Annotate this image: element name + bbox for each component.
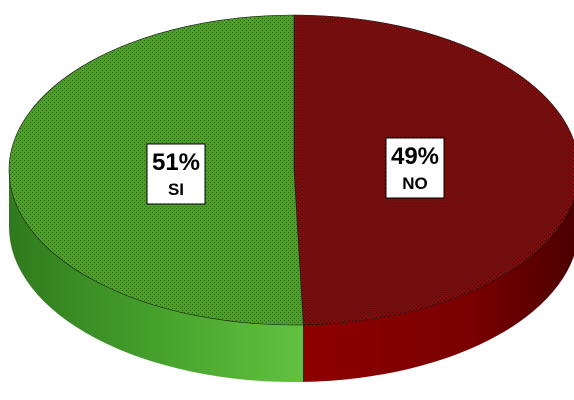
pie-tops	[8, 14, 574, 326]
data-label-no: 49% NO	[385, 137, 445, 199]
pie-side-no	[303, 198, 574, 382]
data-label-no-name: NO	[402, 174, 428, 193]
data-label-si: 51% SI	[146, 143, 206, 205]
pie-sides	[9, 170, 574, 382]
pie-side-si	[9, 170, 304, 382]
pie-data-labels: 51% SI 49% NO	[146, 137, 445, 205]
data-label-si-percent: 51%	[152, 149, 200, 176]
data-label-no-percent: 49%	[391, 143, 439, 170]
data-label-si-name: SI	[168, 180, 184, 199]
